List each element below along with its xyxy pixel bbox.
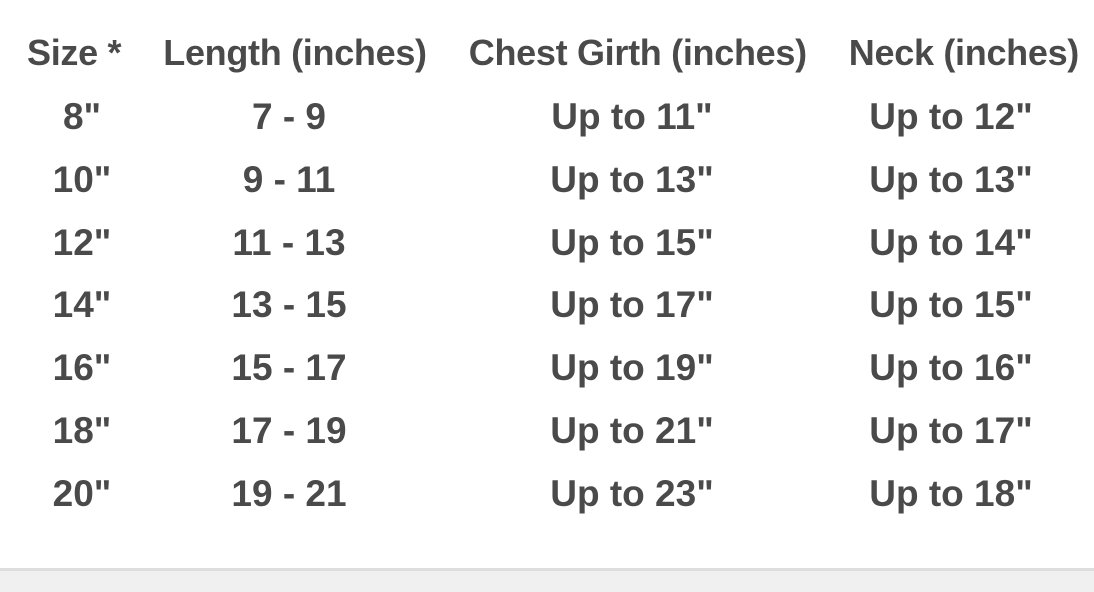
cell-neck: Up to 12" bbox=[869, 96, 1033, 137]
cell-neck: Up to 16" bbox=[869, 347, 1033, 389]
cell-size: 8" bbox=[62, 96, 102, 137]
cell-length: 11 - 13 bbox=[232, 221, 346, 263]
cell-chest-girth: Up to 19" bbox=[550, 347, 714, 389]
cell-neck: Up to 15" bbox=[869, 284, 1033, 326]
table-row: 12" 11 - 13 Up to 15" Up to 14" bbox=[0, 222, 1094, 272]
table-row: 14" 13 - 15 Up to 17" Up to 15" bbox=[0, 284, 1094, 334]
table-row: 20" 19 - 21 Up to 23" Up to 18" bbox=[0, 473, 1094, 523]
table-row: 8" 7 - 9 Up to 11" Up to 12" bbox=[0, 96, 1094, 146]
table-header: Size * Length (inches) Chest Girth (inch… bbox=[27, 32, 1079, 74]
cell-length: 9 - 11 bbox=[242, 158, 336, 200]
cell-length: 13 - 15 bbox=[231, 284, 347, 326]
header-size: Size * bbox=[27, 32, 122, 73]
cell-length: 17 - 19 bbox=[231, 410, 347, 451]
header-neck: Neck (inches) bbox=[848, 32, 1080, 73]
header-length: Length (inches) bbox=[163, 32, 427, 73]
cell-chest-girth: Up to 13" bbox=[550, 158, 714, 200]
cell-neck: Up to 17" bbox=[869, 410, 1033, 451]
cell-size: 10" bbox=[52, 158, 112, 200]
header-chest-girth: Chest Girth (inches) bbox=[468, 32, 807, 73]
cell-length: 15 - 17 bbox=[231, 347, 347, 389]
cell-neck: Up to 18" bbox=[869, 472, 1033, 514]
footer-bar bbox=[0, 568, 1094, 592]
cell-neck: Up to 14" bbox=[869, 221, 1033, 263]
cell-chest-girth: Up to 15" bbox=[550, 221, 714, 263]
table-row: 10" 9 - 11 Up to 13" Up to 13" bbox=[0, 159, 1094, 209]
cell-length: 7 - 9 bbox=[251, 96, 327, 137]
cell-chest-girth: Up to 11" bbox=[551, 96, 713, 137]
cell-size: 12" bbox=[52, 221, 112, 263]
cell-size: 20" bbox=[52, 472, 112, 514]
cell-chest-girth: Up to 23" bbox=[550, 472, 714, 514]
cell-size: 14" bbox=[52, 284, 112, 326]
cell-length: 19 - 21 bbox=[231, 472, 347, 514]
cell-chest-girth: Up to 21" bbox=[550, 410, 714, 451]
cell-size: 16" bbox=[52, 347, 112, 389]
table-row: 16" 15 - 17 Up to 19" Up to 16" bbox=[0, 347, 1094, 397]
cell-size: 18" bbox=[52, 410, 112, 451]
table-row: 18" 17 - 19 Up to 21" Up to 17" bbox=[0, 410, 1094, 460]
cell-neck: Up to 13" bbox=[869, 158, 1033, 200]
cell-chest-girth: Up to 17" bbox=[550, 284, 714, 326]
